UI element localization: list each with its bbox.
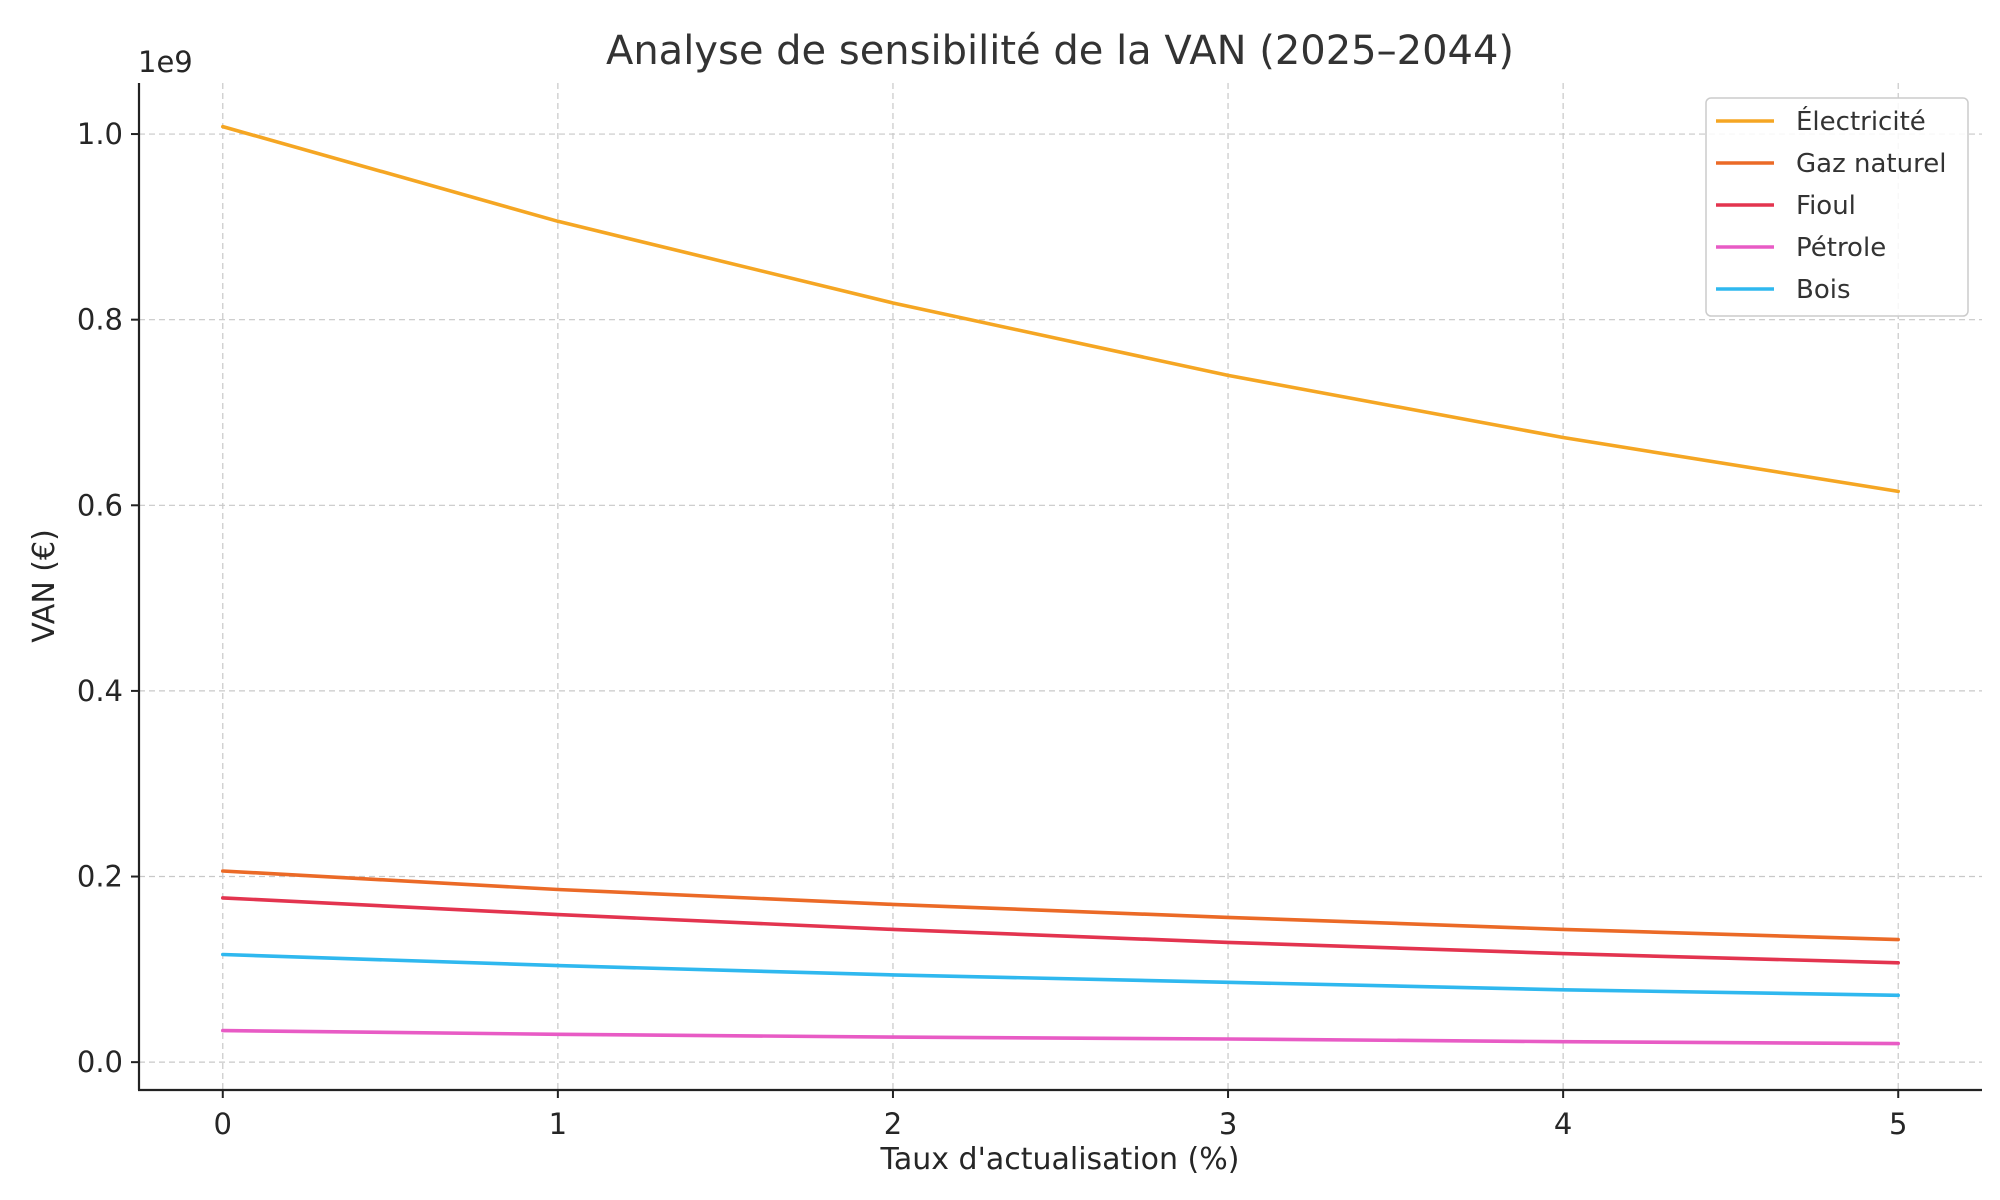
x-axis-ticks: 0 1 2 3 4 5 <box>214 1090 1907 1141</box>
series-line-5 <box>221 952 1900 998</box>
grid <box>139 83 1982 1090</box>
y-tick-label: 0.6 <box>77 488 123 522</box>
y-tick-label: 1.0 <box>77 117 123 151</box>
chart-title: Analyse de sensibilité de la VAN (2025–2… <box>606 28 1514 74</box>
legend-frame <box>1705 97 1969 317</box>
series-lines <box>221 124 1900 1046</box>
legend-entry-label: Pétrole <box>1796 233 1886 263</box>
x-tick-label: 1 <box>549 1107 567 1141</box>
y-tick-label: 0.8 <box>77 303 123 337</box>
series-line-1 <box>221 124 1900 494</box>
y-axis-ticks: 0.0 0.2 0.4 0.6 0.8 1.0 <box>77 117 139 1079</box>
y-axis-label: VAN (€) <box>27 529 62 643</box>
x-tick-label: 5 <box>1889 1107 1907 1141</box>
y-axis-offset-label: 1e9 <box>138 45 193 79</box>
x-tick-label: 0 <box>214 1107 232 1141</box>
x-tick-label: 3 <box>1219 1107 1237 1141</box>
x-tick-label: 4 <box>1554 1107 1572 1141</box>
axes <box>137 83 1982 1092</box>
series-line-2 <box>221 869 1900 942</box>
legend-entry-label: Fioul <box>1796 191 1856 221</box>
series-line-3 <box>221 896 1900 965</box>
legend-entry-label: Bois <box>1796 275 1851 305</box>
legend-entry-label: Gaz naturel <box>1796 149 1946 179</box>
legend-entry-label: Électricité <box>1796 105 1926 137</box>
y-tick-label: 0.2 <box>77 860 123 894</box>
x-tick-label: 2 <box>884 1107 902 1141</box>
series-line-4 <box>221 1028 1900 1046</box>
y-tick-label: 0.0 <box>77 1045 123 1079</box>
y-tick-label: 0.4 <box>77 674 123 708</box>
legend: Électricité Gaz naturel Fioul Pétrole Bois <box>1705 97 1969 317</box>
x-axis-label: Taux d'actualisation (%) <box>880 1142 1240 1177</box>
